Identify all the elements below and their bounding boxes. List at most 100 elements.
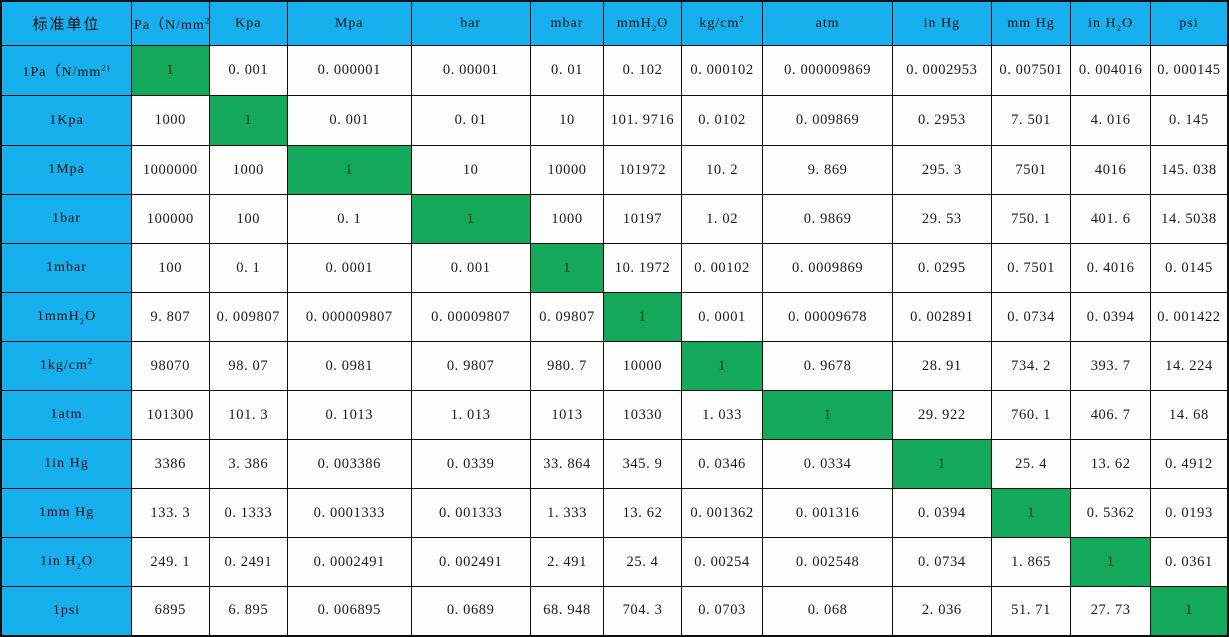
data-cell-pa: 100000 <box>131 194 210 244</box>
data-cell-kpa: 0. 001 <box>208 45 289 96</box>
data-cell-psi: 14. 68 <box>1149 390 1229 440</box>
column-header-mbar: mbar <box>529 0 605 46</box>
data-cell-kpa: 101. 3 <box>208 390 289 440</box>
identity-cell-psi: 1 <box>1149 586 1229 636</box>
data-cell-inh2o: 393. 7 <box>1070 341 1151 391</box>
data-cell-atm: 0. 009869 <box>762 95 893 146</box>
data-cell-psi: 0. 0361 <box>1149 537 1229 587</box>
data-cell-mmh2o: 0. 102 <box>603 45 682 96</box>
data-cell-mbar: 10000 <box>529 145 605 195</box>
data-cell-psi: 0. 145 <box>1149 95 1229 146</box>
data-cell-kgcm2: 0. 00102 <box>680 243 764 293</box>
data-cell-atm: 0. 0334 <box>762 439 893 489</box>
data-cell-mmh2o: 704. 3 <box>603 586 682 636</box>
table-row: 1in Hg 3386 3. 386 0. 003386 0. 0339 33. 864 3… <box>0 439 1229 489</box>
data-cell-mbar: 0. 01 <box>529 45 605 96</box>
table-row: 1mbar 100 0. 1 0. 0001 0. 001 1 10. 1972 0. 001… <box>0 243 1229 293</box>
data-cell-mmh2o: 25. 4 <box>603 537 682 587</box>
data-cell-pa: 3386 <box>131 439 210 489</box>
data-cell-inhg: 0. 002891 <box>891 292 992 342</box>
data-cell-pa: 249. 1 <box>131 537 210 587</box>
data-cell-mbar: 68. 948 <box>529 586 605 636</box>
data-cell-mmh2o: 345. 9 <box>603 439 682 489</box>
data-cell-pa: 100 <box>131 243 210 293</box>
column-header-kpa: Kpa <box>208 0 289 46</box>
data-cell-bar: 0. 00001 <box>410 45 531 96</box>
data-cell-atm: 0. 9678 <box>762 341 893 391</box>
data-cell-mpa: 0. 0002491 <box>287 537 412 587</box>
row-header-1mm-hg: 1mm Hg <box>0 488 133 538</box>
data-cell-pa: 9. 807 <box>131 292 210 342</box>
data-cell-atm: 0. 002548 <box>762 537 893 587</box>
data-cell-inh2o: 13. 62 <box>1070 439 1151 489</box>
data-cell-inh2o: 0. 0394 <box>1070 292 1151 342</box>
data-cell-pa: 98070 <box>131 341 210 391</box>
data-cell-kpa: 0. 1 <box>208 243 289 293</box>
row-header-1in-hg: 1in Hg <box>0 439 133 489</box>
identity-cell-inhg: 1 <box>891 439 992 489</box>
row-header-1mpa: 1Mpa <box>0 145 133 195</box>
data-cell-kgcm2: 0. 00254 <box>680 537 764 587</box>
data-cell-kpa: 0. 1333 <box>208 488 289 538</box>
data-cell-pa: 1000000 <box>131 145 210 195</box>
data-cell-bar: 0. 9807 <box>410 341 531 391</box>
data-cell-mbar: 0. 09807 <box>529 292 605 342</box>
data-cell-inh2o: 0. 004016 <box>1070 45 1151 96</box>
data-cell-inh2o: 4016 <box>1070 145 1151 195</box>
identity-cell-atm: 1 <box>762 390 893 440</box>
data-cell-inh2o: 406. 7 <box>1070 390 1151 440</box>
data-cell-mpa: 0. 000001 <box>287 45 412 96</box>
data-cell-mmhg: 7. 501 <box>990 95 1072 146</box>
identity-cell-kpa: 1 <box>208 95 289 146</box>
data-cell-mmhg: 7501 <box>990 145 1072 195</box>
column-header-atm: atm <box>762 0 893 46</box>
row-header-1psi: 1psi <box>0 586 133 636</box>
identity-cell-kgcm2: 1 <box>680 341 764 391</box>
data-cell-bar: 10 <box>410 145 531 195</box>
data-cell-inh2o: 0. 4016 <box>1070 243 1151 293</box>
table-row: 1kg/cm2 98070 98. 07 0. 0981 0. 9807 980. 7 10… <box>0 341 1229 391</box>
data-cell-mpa: 0. 000009807 <box>287 292 412 342</box>
column-header-mmh2o: mmH2O <box>603 0 682 46</box>
column-header-mpa: Mpa <box>287 0 412 46</box>
data-cell-psi: 145. 038 <box>1149 145 1229 195</box>
data-cell-bar: 1. 013 <box>410 390 531 440</box>
data-cell-atm: 0. 9869 <box>762 194 893 244</box>
data-cell-mbar: 980. 7 <box>529 341 605 391</box>
data-cell-mmhg: 734. 2 <box>990 341 1072 391</box>
data-cell-kgcm2: 0. 0346 <box>680 439 764 489</box>
data-cell-psi: 0. 000145 <box>1149 45 1229 96</box>
data-cell-bar: 0. 0339 <box>410 439 531 489</box>
data-cell-kpa: 6. 895 <box>208 586 289 636</box>
data-cell-mmh2o: 10197 <box>603 194 682 244</box>
data-cell-mpa: 0. 1 <box>287 194 412 244</box>
data-cell-inhg: 0. 0002953 <box>891 45 992 96</box>
data-cell-inhg: 29. 922 <box>891 390 992 440</box>
data-cell-bar: 0. 001333 <box>410 488 531 538</box>
column-header-mmhg: mm Hg <box>990 0 1072 46</box>
identity-cell-mpa: 1 <box>287 145 412 195</box>
data-cell-psi: 0. 0145 <box>1149 243 1229 293</box>
data-cell-pa: 101300 <box>131 390 210 440</box>
table-row: 1Mpa 1000000 1000 1 10 10000 101972 10. 2 9. 869… <box>0 145 1229 195</box>
data-cell-mpa: 0. 003386 <box>287 439 412 489</box>
data-cell-mmh2o: 10. 1972 <box>603 243 682 293</box>
data-cell-mpa: 0. 0001 <box>287 243 412 293</box>
table-row: 1atm 101300 101. 3 0. 1013 1. 013 1013 10330 1.… <box>0 390 1229 440</box>
data-cell-mbar: 33. 864 <box>529 439 605 489</box>
data-cell-mmhg: 51. 71 <box>990 586 1072 636</box>
data-cell-kgcm2: 1. 02 <box>680 194 764 244</box>
identity-cell-bar: 1 <box>410 194 531 244</box>
column-header-inh2o: in H2O <box>1070 0 1151 46</box>
data-cell-bar: 0. 0689 <box>410 586 531 636</box>
data-cell-pa: 1000 <box>131 95 210 146</box>
table-row: 1Pa（N/mm2) 1 0. 001 0. 000001 0. 00001 0. 01 0… <box>0 45 1229 96</box>
row-header-1kpa: 1Kpa <box>0 95 133 146</box>
data-cell-mmhg: 1. 865 <box>990 537 1072 587</box>
data-cell-mmhg: 760. 1 <box>990 390 1072 440</box>
data-cell-psi: 0. 0193 <box>1149 488 1229 538</box>
identity-cell-pa: 1 <box>131 45 210 96</box>
data-cell-atm: 0. 000009869 <box>762 45 893 96</box>
data-cell-kgcm2: 10. 2 <box>680 145 764 195</box>
